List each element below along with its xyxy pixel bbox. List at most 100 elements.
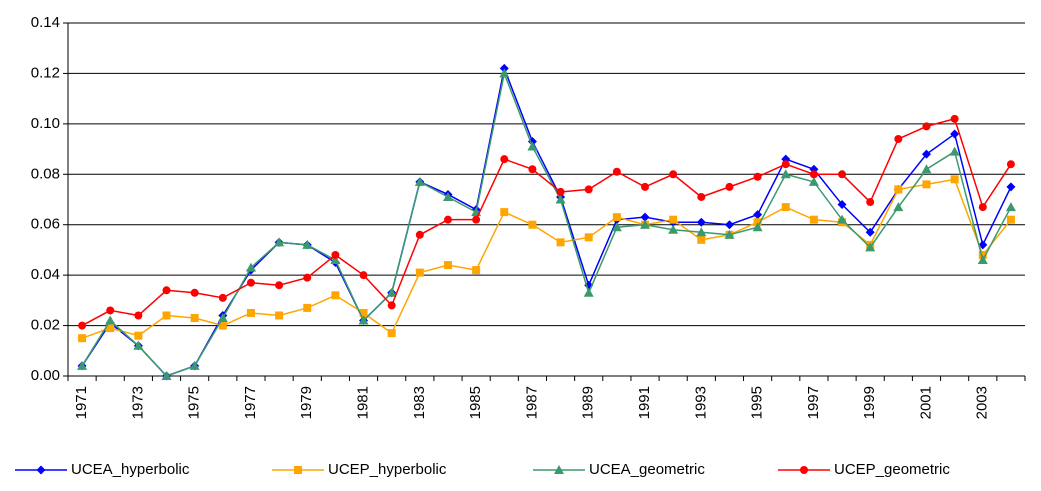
marker	[303, 303, 312, 312]
marker	[697, 192, 706, 201]
marker	[611, 222, 622, 232]
marker	[528, 220, 537, 229]
marker	[555, 194, 566, 204]
y-tick-label: 0.12	[31, 64, 60, 81]
x-tick-label: 2003	[974, 386, 991, 419]
marker	[162, 311, 171, 320]
x-tick-label: 1987	[523, 386, 540, 419]
marker	[921, 149, 931, 159]
marker	[387, 301, 396, 310]
marker	[414, 176, 425, 186]
marker	[190, 288, 199, 297]
marker	[415, 268, 424, 277]
marker	[612, 167, 621, 176]
marker	[77, 360, 88, 370]
legend-item: UCEA_geometric	[533, 461, 705, 478]
marker	[865, 227, 875, 237]
y-tick-label: 0.08	[31, 165, 60, 182]
marker	[800, 466, 808, 474]
marker	[442, 191, 453, 201]
marker	[499, 63, 509, 73]
y-tick-label: 0.00	[31, 367, 60, 384]
marker	[669, 215, 678, 224]
marker	[443, 215, 452, 224]
marker	[865, 242, 876, 252]
marker	[1006, 182, 1016, 192]
y-tick-label: 0.06	[31, 216, 60, 233]
marker	[922, 122, 931, 131]
y-tick-label: 0.14	[31, 14, 60, 31]
series-line	[81, 65, 1012, 377]
marker	[808, 176, 819, 186]
marker	[415, 230, 424, 239]
legend-label: UCEP_geometric	[834, 461, 950, 478]
marker	[696, 217, 706, 227]
marker	[725, 182, 734, 191]
marker	[697, 235, 706, 244]
marker	[189, 360, 200, 370]
marker	[781, 203, 790, 212]
marker	[275, 281, 284, 290]
marker	[134, 311, 143, 320]
series-line	[81, 117, 1012, 327]
marker	[781, 160, 790, 169]
marker	[443, 261, 452, 270]
marker	[668, 224, 679, 234]
marker	[331, 250, 340, 259]
marker	[894, 185, 903, 194]
marker	[472, 215, 481, 224]
marker	[696, 227, 707, 237]
marker	[950, 114, 959, 123]
marker	[528, 165, 537, 174]
marker	[753, 210, 763, 220]
x-tick-label: 1975	[186, 386, 203, 419]
marker	[1006, 160, 1015, 169]
legend-item: UCEP_geometric	[778, 461, 950, 478]
series-line	[81, 70, 1012, 377]
marker	[245, 262, 256, 272]
x-tick-label: 1979	[298, 386, 315, 419]
x-tick-label: 1991	[636, 386, 653, 419]
marker	[950, 175, 959, 184]
marker	[36, 465, 46, 475]
marker	[387, 329, 396, 338]
marker	[893, 202, 904, 212]
marker	[303, 273, 312, 282]
marker	[612, 213, 621, 222]
marker	[977, 255, 988, 265]
marker	[133, 340, 144, 350]
x-tick-label: 1985	[467, 386, 484, 419]
marker	[302, 239, 313, 249]
x-tick-label: 1999	[861, 386, 878, 419]
marker	[500, 208, 509, 217]
marker	[78, 334, 87, 343]
x-tick-label: 1977	[242, 386, 259, 419]
marker	[275, 311, 284, 320]
x-tick-label: 1995	[749, 386, 766, 419]
y-tick-label: 0.04	[31, 266, 60, 283]
marker	[894, 134, 903, 143]
marker	[866, 198, 875, 207]
marker	[584, 233, 593, 242]
marker	[331, 291, 340, 300]
marker	[190, 314, 199, 323]
marker	[246, 308, 255, 317]
marker	[837, 214, 848, 224]
marker	[472, 266, 481, 275]
marker	[838, 170, 847, 179]
marker	[106, 324, 115, 333]
marker	[499, 68, 510, 78]
marker	[809, 215, 818, 224]
marker	[246, 278, 255, 287]
marker	[1005, 202, 1016, 212]
marker	[978, 250, 987, 259]
marker	[161, 371, 172, 380]
marker	[105, 315, 116, 325]
marker	[218, 293, 227, 302]
marker	[640, 212, 650, 222]
x-tick-label: 1983	[411, 386, 428, 419]
legend-label: UCEP_hyperbolic	[328, 461, 447, 478]
marker	[1006, 215, 1015, 224]
marker	[556, 187, 565, 196]
marker	[724, 220, 734, 230]
